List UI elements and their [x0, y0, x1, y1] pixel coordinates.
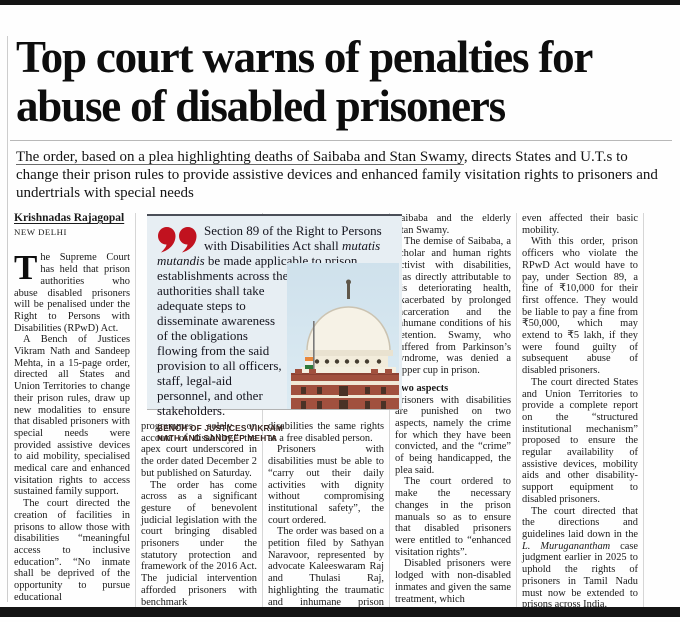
column-4: Saibaba and the elderly Stan Swamy. The … [395, 213, 517, 617]
column-5: even affected their basic mobility. With… [522, 213, 644, 617]
standfirst: The order, based on a plea highlighting … [16, 148, 668, 202]
paragraph: The court ordered to make the necessary … [395, 476, 511, 558]
paragraph: Disabled prisoners were lodged with non-… [395, 558, 511, 605]
headline: Top court warns of penalties for abuse o… [16, 32, 593, 131]
paragraph: With this order, prison officers who vio… [522, 236, 638, 377]
double-quote-icon [158, 227, 197, 253]
paragraph: Prisoners with disabilities are punished… [395, 394, 511, 476]
paragraph: The court directed States and Union Terr… [522, 376, 638, 505]
pull-quote-box: Section 89 of the Right to Persons with … [147, 214, 402, 443]
headline-divider [10, 140, 672, 141]
pull-quote-text: Section 89 of the Right to Persons with … [157, 223, 389, 418]
paragraph: Saibaba and the elderly Stan Swamy. [395, 213, 511, 236]
section-subhead: Two aspects [395, 382, 449, 394]
paragraph: Prisoners with disabilities must be able… [268, 444, 384, 526]
left-column-rule [7, 36, 8, 602]
paragraph: The demise of Saibaba, a scholar and hum… [395, 236, 511, 377]
paragraph: The order was based on a petition filed … [268, 526, 384, 617]
column-2: programmes solely on account of disabili… [141, 213, 263, 617]
byline-author[interactable]: Krishnadas Rajagopal [14, 213, 125, 224]
standfirst-rest: , directs States and U.T.s to change the… [16, 149, 658, 201]
bottom-crop-bar [0, 607, 680, 617]
supreme-court-photo [287, 263, 399, 409]
paragraph: The court directed the creation of facil… [14, 498, 130, 603]
paragraph: even affected their basic mobility. [522, 213, 638, 236]
paragraph: disabilities the same rights as a free d… [268, 421, 384, 444]
standfirst-link[interactable]: The order, based on a plea highlighting … [16, 149, 464, 165]
paragraph: A Bench of Justices Vikram Nath and Sand… [14, 334, 130, 498]
drop-cap: T [14, 248, 38, 288]
paragraph: programmes solely on account of disabili… [141, 421, 257, 479]
case-name-italic: L. Muruganantham [522, 540, 611, 552]
top-crop-bar [0, 0, 680, 5]
paragraph: The order has come across as a significa… [141, 479, 257, 608]
pull-quote-attribution: BENCH OF JUSTICES VIKRAM NATH AND SANDEE… [157, 423, 284, 443]
paragraph: The court directed that the directions a… [522, 505, 638, 611]
byline-dateline: NEW DELHI [14, 226, 67, 237]
